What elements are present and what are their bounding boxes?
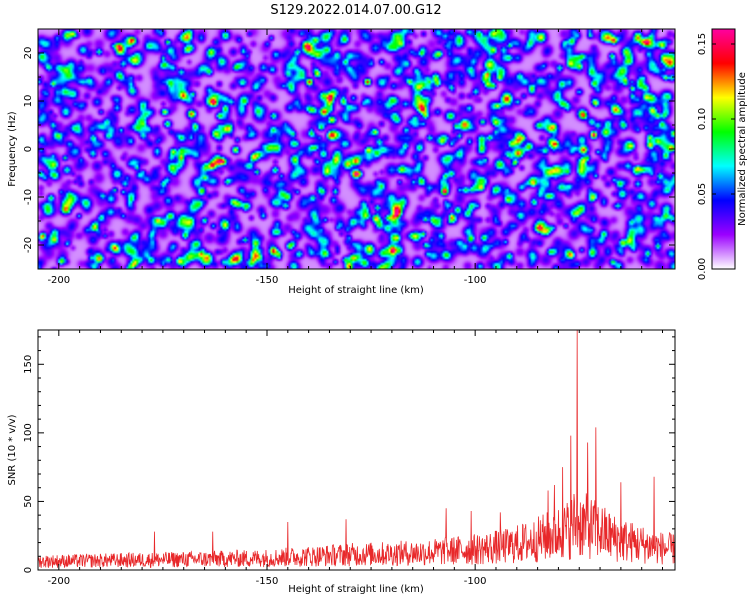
snr-panel: -200 -150 -100 0 50 100 150 Height of straight… <box>7 329 676 595</box>
y-tick-label: 150 <box>23 355 34 374</box>
snr-frame <box>37 329 676 571</box>
colorbar-ticks: 0.00 0.05 0.10 0.15 <box>697 33 735 280</box>
y-tick-label: 50 <box>23 495 34 508</box>
colorbar-frame <box>711 28 736 270</box>
x-tick-label: -200 <box>47 576 70 587</box>
x-tick-label: -150 <box>256 576 279 587</box>
heatmap-y-axis-label: Frequency (Hz) <box>7 111 18 187</box>
x-tick-label: -100 <box>464 576 487 587</box>
figure-title: S129.2022.014.07.00.G12 <box>270 3 441 18</box>
x-tick-label: -100 <box>464 275 487 286</box>
x-tick-label: -150 <box>256 275 279 286</box>
y-tick-label: 100 <box>23 423 34 442</box>
colorbar-label: Normalized spectral amplitude <box>737 72 748 226</box>
colorbar-tick-label: 0.00 <box>697 258 708 280</box>
snr-x-axis-label: Height of straight line (km) <box>288 584 424 595</box>
heatmap-image <box>38 29 675 269</box>
colorbar-tick-label: 0.15 <box>697 33 708 55</box>
snr-y-axis-label: SNR (10 * v/v) <box>7 414 18 485</box>
colorbar-tick-label: 0.05 <box>697 183 708 205</box>
colorbar-gradient <box>712 29 735 269</box>
y-tick-label: 20 <box>23 47 34 60</box>
y-tick-label: -20 <box>23 237 34 253</box>
y-tick-label: -10 <box>23 189 34 205</box>
x-tick-label: -200 <box>47 275 70 286</box>
y-tick-label: 0 <box>23 146 34 152</box>
colorbar-tick-label: 0.10 <box>697 108 708 130</box>
snr-series-line <box>38 330 675 568</box>
y-tick-label: 10 <box>23 95 34 108</box>
colorbar: 0.00 0.05 0.10 0.15 Normalized spectral amp… <box>697 28 748 280</box>
y-tick-label: 0 <box>23 567 34 573</box>
heatmap-x-axis-label: Height of straight line (km) <box>288 285 424 296</box>
snr-ticks: -200 -150 -100 0 50 100 150 <box>23 330 675 587</box>
